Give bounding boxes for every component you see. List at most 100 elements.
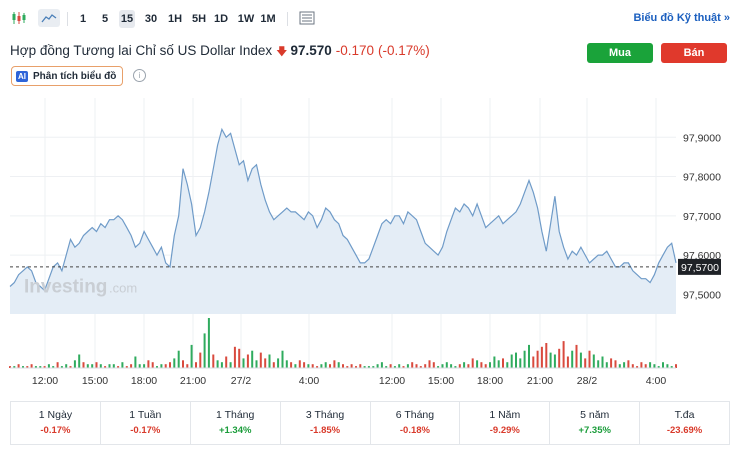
interval-1m[interactable]: 1M [260,13,276,25]
indicators-icon[interactable] [296,9,318,27]
x-tick-label: 21:00 [180,375,206,387]
volume-bar [220,362,223,368]
price-chart[interactable]: Investing .com 97,9000 97,8000 97,7000 97,600… [0,92,740,397]
price-change-percent: (-0.17%) [378,43,430,58]
x-tick-label: 4:00 [299,375,320,387]
candlestick-icon[interactable] [8,9,30,27]
volume-bar [259,352,262,368]
interval-5h[interactable]: 5H [191,13,207,25]
volume-bar [367,366,370,368]
volume-bar [458,364,461,368]
ai-chart-analysis-button[interactable]: AI Phân tích biểu đồ [11,66,124,86]
volume-bar [186,364,189,368]
volume-bar [13,366,16,368]
volume-bar [644,364,647,368]
volume-bar [437,366,440,368]
technical-chart-link[interactable]: Biểu đồ Kỹ thuật » [633,12,730,24]
volume-bar [601,356,604,368]
volume-bar [255,360,258,368]
area-chart-icon[interactable] [38,9,60,27]
volume-bar [342,364,344,368]
volume-bar [130,364,133,368]
performance-cell[interactable]: 1 Ngày -0.17% [11,402,101,444]
y-tick-label: 97,8000 [683,172,721,184]
instrument-name: Hợp đồng Tương lai Chỉ số US Dollar Inde… [10,43,273,58]
volume-bar [117,366,120,368]
volume-bar [156,366,158,368]
volume-bar [121,362,124,368]
watermark-suffix: .com [109,280,137,295]
toolbar-divider [67,12,68,26]
volume-bar [489,362,491,368]
performance-cell[interactable]: 1 Tuần -0.17% [101,402,191,444]
volume-bar [428,360,431,368]
volume-bar [233,346,236,368]
volume-bar [173,358,176,368]
instrument-header: Hợp đồng Tương lai Chỉ số US Dollar Inde… [10,43,430,62]
volume-bar [631,364,634,368]
buy-button[interactable]: Mua [587,43,653,63]
performance-period-label: 5 năm [580,409,610,421]
performance-cell[interactable]: T.đa -23.69% [640,402,729,444]
volume-bar [528,344,530,368]
interval-5[interactable]: 5 [101,13,109,25]
volume-bar [246,354,249,368]
volume-bar [467,364,470,368]
volume-bar [484,364,487,368]
interval-15[interactable]: 15 [119,10,135,28]
performance-cell[interactable]: 5 năm +7.35% [550,402,641,444]
volume-bar [432,362,435,368]
performance-change-value: -0.17% [130,425,161,436]
performance-cell[interactable]: 3 Tháng -1.85% [281,402,371,444]
volume-bar [82,362,85,368]
interval-1[interactable]: 1 [79,13,87,25]
volume-bar [108,364,111,368]
current-price-tag [678,258,721,275]
volume-bar [307,364,310,368]
performance-cell[interactable]: 1 Tháng +1.34% [191,402,281,444]
volume-bar [502,358,504,368]
volume-bar [134,356,137,368]
volume-bar [39,366,42,368]
volume-bar [540,346,543,368]
volume-bar [640,362,643,368]
volume-bar [545,343,548,368]
sell-button[interactable]: Bán [661,43,727,63]
volume-bar [290,362,293,368]
volume-bar [558,348,561,368]
performance-period-label: 1 Tháng [216,409,255,421]
price-chart-svg: Investing .com97,900097,800097,700097,600… [9,98,721,387]
volume-bar [536,350,539,368]
volume-bar [675,364,677,368]
volume-bar [207,318,210,368]
volume-bar [56,362,59,368]
performance-change-value: +1.34% [218,425,252,436]
performance-cell[interactable]: 6 Tháng -0.18% [371,402,461,444]
volume-bar [65,364,68,368]
volume-bar [272,362,275,368]
volume-bar [95,362,98,368]
volume-bar [203,333,206,368]
interval-30[interactable]: 30 [144,13,158,25]
volume-bar [34,366,37,368]
down-arrow-icon: 🡇 [276,46,288,58]
volume-bar [346,366,349,368]
y-tick-label: 97,9000 [683,132,721,144]
volume-bar [169,362,171,368]
volume-bar [91,364,94,368]
volume-bar [450,364,453,368]
volume-bar [294,364,297,368]
volume-bar [143,364,146,368]
performance-cell[interactable]: 1 Năm -9.29% [460,402,551,444]
volume-bar [199,352,202,368]
performance-change-value: -0.18% [399,425,430,436]
volume-bar [480,362,483,368]
volume-bar [60,366,63,368]
volume-bar [471,358,474,368]
volume-bar [225,356,228,368]
x-tick-label: 4:00 [646,375,667,387]
interval-1w[interactable]: 1W [237,13,255,25]
interval-1d[interactable]: 1D [213,13,229,25]
interval-1h[interactable]: 1H [167,13,183,25]
info-icon[interactable]: i [133,69,146,82]
